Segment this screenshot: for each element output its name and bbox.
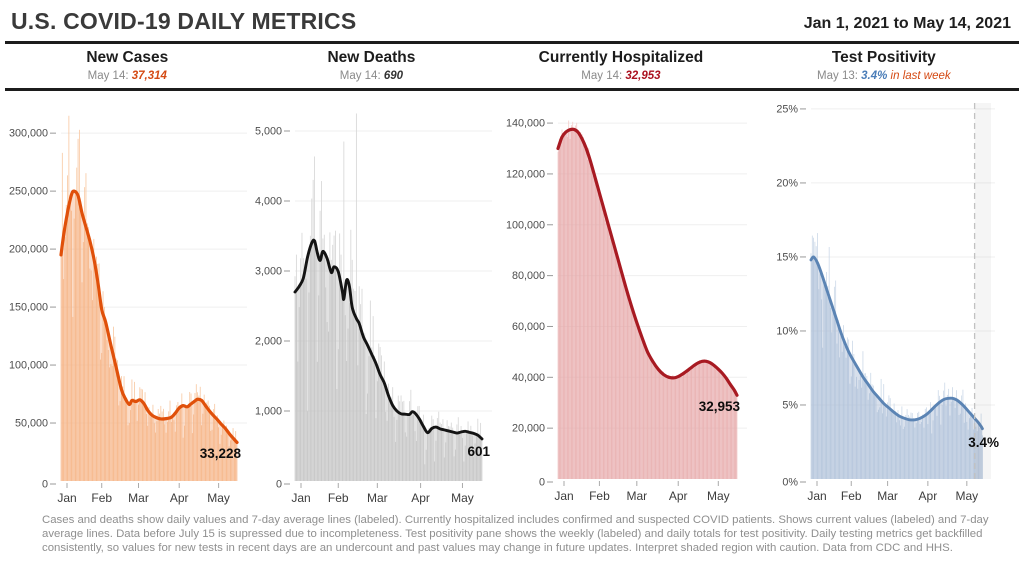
- svg-text:Feb: Feb: [328, 491, 349, 505]
- svg-text:20,000: 20,000: [512, 423, 545, 435]
- svg-text:4,000: 4,000: [255, 196, 282, 208]
- svg-text:Mar: Mar: [128, 491, 149, 505]
- svg-text:May: May: [707, 489, 730, 503]
- charts-canvas: 33,228 0 50,000 100,000 150,000 200,000 250,00…: [9, 103, 999, 505]
- svg-text:0%: 0%: [782, 477, 798, 489]
- svg-text:May: May: [207, 491, 230, 505]
- svg-text:20%: 20%: [776, 177, 798, 189]
- panel-header-new-cases: New Cases May 14: 37,314: [5, 49, 250, 82]
- panel-title: New Deaths: [327, 49, 416, 66]
- panel-header-test-positivity: Test Positivity May 13: 3.4% in last wee…: [749, 49, 1019, 82]
- svg-text:0: 0: [539, 477, 545, 489]
- panel-subtitle: May 13: 3.4% in last week: [749, 70, 1019, 82]
- svg-text:Apr: Apr: [919, 489, 938, 503]
- charts-area: 33,228 0 50,000 100,000 150,000 200,000 250,00…: [0, 91, 1024, 513]
- svg-text:Jan: Jan: [554, 489, 573, 503]
- panel-subtitle-prefix: May 14:: [339, 70, 384, 82]
- svg-text:3.4%: 3.4%: [968, 435, 999, 450]
- svg-text:Mar: Mar: [877, 489, 898, 503]
- panel-header-currently-hospitalized: Currently Hospitalized May 14: 32,953: [493, 49, 748, 82]
- date-range: Jan 1, 2021 to May 14, 2021: [803, 15, 1011, 32]
- svg-text:Apr: Apr: [669, 489, 688, 503]
- svg-text:0: 0: [42, 479, 48, 491]
- svg-text:Mar: Mar: [367, 491, 388, 505]
- svg-text:May: May: [451, 491, 474, 505]
- svg-text:Apr: Apr: [411, 491, 430, 505]
- svg-text:Feb: Feb: [589, 489, 610, 503]
- svg-text:120,000: 120,000: [506, 168, 545, 180]
- svg-text:25%: 25%: [776, 103, 798, 115]
- svg-text:2,000: 2,000: [255, 336, 282, 348]
- svg-text:200,000: 200,000: [9, 244, 48, 256]
- page-title: U.S. COVID-19 DAILY METRICS: [11, 8, 357, 34]
- svg-text:10%: 10%: [776, 325, 798, 337]
- svg-text:Feb: Feb: [841, 489, 862, 503]
- svg-text:601: 601: [467, 444, 490, 459]
- svg-text:May: May: [955, 489, 978, 503]
- svg-text:33,228: 33,228: [200, 446, 242, 461]
- svg-text:0: 0: [276, 479, 282, 491]
- svg-text:15%: 15%: [776, 251, 798, 263]
- panel-subtitle-value: 3.4%: [861, 70, 888, 82]
- svg-text:Jan: Jan: [57, 491, 76, 505]
- panel-subtitle: May 14: 32,953: [493, 70, 748, 82]
- svg-text:50,000: 50,000: [15, 418, 48, 430]
- panel-subtitle: May 14: 690: [250, 70, 494, 82]
- panel-subtitle-value: 32,953: [625, 70, 661, 82]
- svg-text:100,000: 100,000: [506, 219, 545, 231]
- svg-text:150,000: 150,000: [9, 302, 48, 314]
- footer-caption: Cases and deaths show daily values and 7…: [42, 514, 989, 554]
- panel-subtitle-value: 690: [383, 70, 404, 82]
- panel-subtitle-prefix: May 13:: [817, 70, 862, 82]
- svg-text:60,000: 60,000: [512, 321, 545, 333]
- svg-text:Jan: Jan: [807, 489, 826, 503]
- svg-text:3,000: 3,000: [255, 266, 282, 278]
- panel-subtitle-suffix: in last week: [887, 70, 951, 82]
- svg-text:140,000: 140,000: [506, 118, 545, 130]
- panel-headers-row: New Cases May 14: 37,314 New Deaths May …: [5, 44, 1019, 91]
- svg-text:32,953: 32,953: [699, 399, 741, 414]
- panel-subtitle: May 14: 37,314: [5, 70, 250, 82]
- svg-text:100,000: 100,000: [9, 360, 48, 372]
- svg-text:300,000: 300,000: [9, 128, 48, 140]
- svg-text:40,000: 40,000: [512, 372, 545, 384]
- panel-subtitle-value: 37,314: [131, 70, 167, 82]
- svg-text:1,000: 1,000: [255, 406, 282, 418]
- panel-title: Test Positivity: [831, 49, 936, 66]
- svg-text:Mar: Mar: [626, 489, 647, 503]
- panel-header-new-deaths: New Deaths May 14: 690: [250, 49, 494, 82]
- svg-text:5%: 5%: [782, 399, 798, 411]
- header-bar: U.S. COVID-19 DAILY METRICS Jan 1, 2021 …: [5, 0, 1019, 44]
- svg-text:5,000: 5,000: [255, 126, 282, 138]
- svg-text:Feb: Feb: [91, 491, 112, 505]
- svg-text:Jan: Jan: [291, 491, 310, 505]
- svg-text:80,000: 80,000: [512, 270, 545, 282]
- panel-subtitle-prefix: May 14:: [87, 70, 132, 82]
- panel-title: Currently Hospitalized: [538, 49, 704, 66]
- panel-title: New Cases: [86, 49, 169, 66]
- panel-subtitle-prefix: May 14:: [581, 70, 626, 82]
- svg-text:250,000: 250,000: [9, 186, 48, 198]
- svg-text:Apr: Apr: [170, 491, 189, 505]
